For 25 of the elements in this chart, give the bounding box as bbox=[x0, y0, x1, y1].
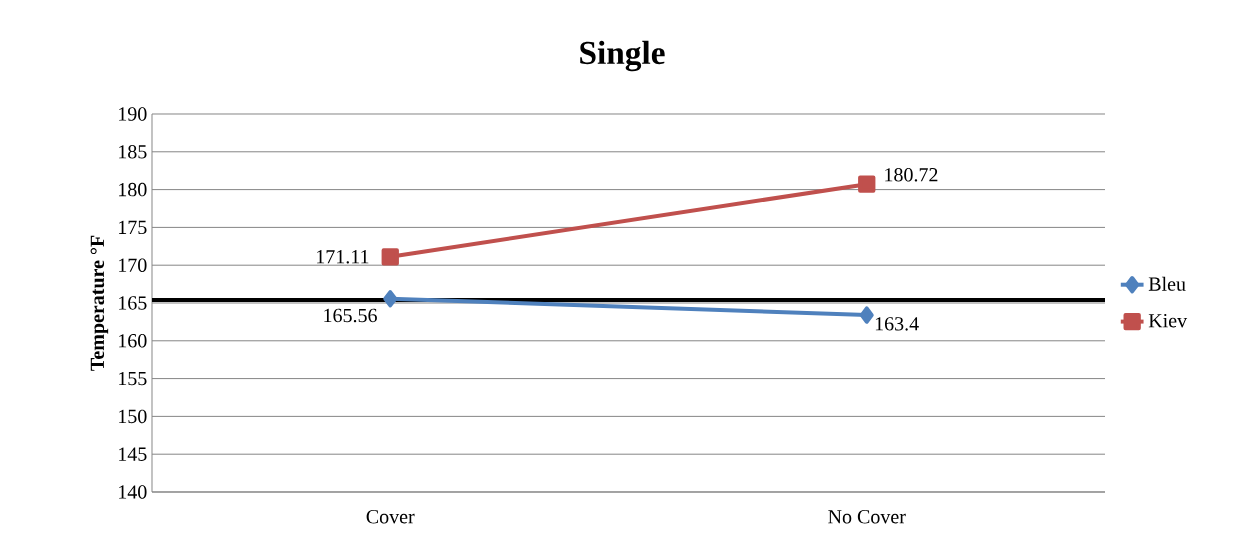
point bbox=[859, 306, 874, 324]
data-label: 163.4 bbox=[875, 317, 919, 331]
data-label: 165.56 bbox=[324, 308, 377, 323]
y-tick-label: 160 bbox=[119, 334, 147, 348]
x-tick-label: No Cover bbox=[828, 510, 906, 524]
point bbox=[858, 175, 876, 193]
y-tick-label: 185 bbox=[119, 145, 147, 159]
chart-title: Single bbox=[580, 40, 665, 72]
y-tick-label: 190 bbox=[119, 107, 147, 121]
y-tick-label: 180 bbox=[119, 182, 147, 197]
y-axis-title: Temperature °F bbox=[90, 235, 109, 371]
legend-label: Kiev bbox=[1148, 313, 1188, 328]
legend-label: Bleu bbox=[1148, 276, 1186, 291]
y-tick-label: 150 bbox=[119, 409, 147, 424]
x-tick-label: Cover bbox=[366, 510, 415, 524]
point bbox=[381, 248, 399, 266]
data-label: 171.11 bbox=[317, 250, 369, 264]
y-tick-label: 145 bbox=[119, 447, 147, 461]
point bbox=[383, 290, 398, 308]
y-tick-label: 165 bbox=[119, 296, 147, 310]
y-tick-label: 170 bbox=[119, 258, 147, 272]
y-tick-label: 175 bbox=[119, 220, 147, 235]
y-tick-label: 140 bbox=[119, 485, 147, 499]
data-label: 180.72 bbox=[885, 168, 938, 182]
y-tick-label: 155 bbox=[119, 371, 147, 386]
